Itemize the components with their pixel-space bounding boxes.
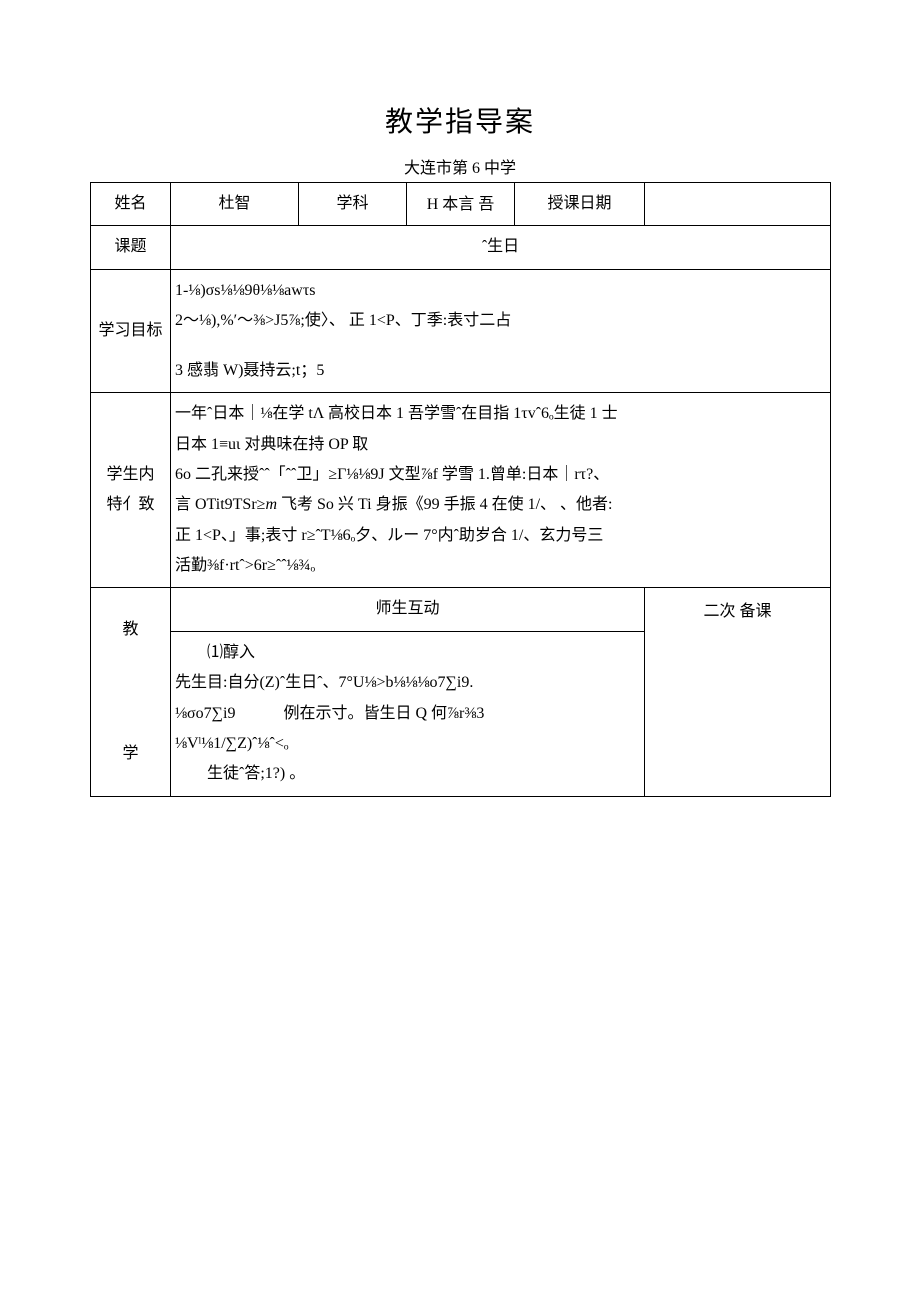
objectives-line3: 3 感翡 W)聂持云;t；5: [175, 356, 826, 386]
page-subtitle: 大连市第 6 中学: [90, 154, 830, 178]
topic-value: ˆ生日: [171, 226, 831, 269]
char-line5: 正 1<P、」事;表寸 r≥ˆT⅛6ₒ夕、ルー 7°内ˆ助岁合 1/、玄力号三: [175, 521, 826, 551]
name-label: 姓名: [91, 183, 171, 226]
body-line4: ⅛Vˡ⅛1/∑Z)ˆ⅛ˆ<ₒ: [175, 729, 640, 759]
date-value: [645, 183, 831, 226]
char-line4: 言 OTit9TSr≥m 飞考 So 兴 Ti 身振《99 手振 4 在使 1/…: [175, 490, 826, 520]
body-line5: 生徒ˆ答;1?) 。: [175, 759, 640, 789]
char-line1: 一年ˆ日本｜⅛在学 tΛ 高校日本 1 吾学雪ˆ在目指 1τvˆ6ₒ生徒 1 士: [175, 399, 826, 429]
subject-value: H 本言 吾: [407, 183, 515, 226]
lesson-plan-table: 姓名 杜智 学科 H 本言 吾 授课日期 课题 ˆ生日 学习目标 1-⅛)σs⅛…: [90, 182, 831, 797]
teach-label-2: 学: [95, 722, 166, 786]
second-prep-header: 二次 备课: [645, 588, 831, 796]
interaction-row: 教 学 师生互动 二次 备课: [91, 588, 831, 631]
objectives-row: 学习目标 1-⅛)σs⅛⅛9θ⅛⅛awτs 2～⅛),%′～⅜>J5⅞;使〉、 …: [91, 269, 831, 392]
header-row-2: 课题 ˆ生日: [91, 226, 831, 269]
characteristics-label: 学生内 特亻致: [91, 393, 171, 588]
teaching-label-cell: 教 学: [91, 588, 171, 796]
objectives-label: 学习目标: [91, 269, 171, 392]
char-line2: 日本 1≡uι 对典味在持 OP 取: [175, 430, 826, 460]
char-label-line2: 特亻致: [95, 490, 166, 520]
interaction-body: ⑴醇入 先生目:自分(Z)ˆ生日ˆ、7°U⅛>b⅛⅛⅛o7∑i9. ⅛σo7∑i…: [171, 631, 645, 796]
body-line2: 先生目:自分(Z)ˆ生日ˆ、7°U⅛>b⅛⅛⅛o7∑i9.: [175, 668, 640, 698]
objectives-content: 1-⅛)σs⅛⅛9θ⅛⅛awτs 2～⅛),%′～⅜>J5⅞;使〉、 正 1<P…: [171, 269, 831, 392]
date-label: 授课日期: [515, 183, 645, 226]
spacer: [95, 662, 166, 722]
char-line6: 活勤⅜f·rtˆ>6r≥ˆˆ⅛¾ₒ: [175, 551, 826, 581]
name-value: 杜智: [171, 183, 299, 226]
objectives-line2: 2～⅛),%′～⅜>J5⅞;使〉、 正 1<P、丁季:表寸二占: [175, 306, 826, 336]
characteristics-row: 学生内 特亻致 一年ˆ日本｜⅛在学 tΛ 高校日本 1 吾学雪ˆ在目指 1τvˆ…: [91, 393, 831, 588]
interaction-header: 师生互动: [171, 588, 645, 631]
header-row-1: 姓名 杜智 学科 H 本言 吾 授课日期: [91, 183, 831, 226]
topic-label: 课题: [91, 226, 171, 269]
body-line3b: 例在示寸。皆生日 Q 何⅞r⅜3: [283, 705, 484, 722]
objectives-line1: 1-⅛)σs⅛⅛9θ⅛⅛awτs: [175, 276, 826, 306]
body-line3: ⅛σo7∑i9: [175, 705, 235, 722]
body-line3-wrap: ⅛σo7∑i9 例在示寸。皆生日 Q 何⅞r⅜3: [175, 699, 640, 729]
subject-label: 学科: [299, 183, 407, 226]
teach-label-1: 教: [95, 598, 166, 662]
spacer: [175, 337, 826, 356]
body-line1: ⑴醇入: [175, 638, 640, 668]
characteristics-content: 一年ˆ日本｜⅛在学 tΛ 高校日本 1 吾学雪ˆ在目指 1τvˆ6ₒ生徒 1 士…: [171, 393, 831, 588]
char-label-line1: 学生内: [95, 460, 166, 490]
page-title: 教学指导案: [90, 100, 830, 140]
char-line3: 6o 二孔来授ˆˆ「ˆˆ卫」≥Γ⅛⅛9J 文型⅞f 学雪 1.曾单:日本｜rτ?…: [175, 460, 826, 490]
